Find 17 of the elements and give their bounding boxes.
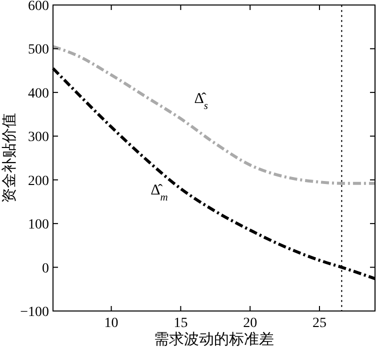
y-tick-label: 0 — [42, 261, 49, 276]
y-tick-label: 500 — [28, 42, 49, 58]
x-tick-label: 20 — [243, 316, 258, 331]
y-tick-label: −100 — [20, 305, 49, 320]
x-tick-label: 25 — [312, 316, 326, 331]
x-tick-label: 15 — [174, 316, 188, 331]
line-series — [52, 45, 376, 185]
annotation: Δ̂$_{m}$ — [150, 182, 168, 204]
x-axis-title: 需求波动的标准差 — [154, 331, 274, 347]
y-tick-label: 600 — [28, 0, 49, 14]
y-tick-label: 100 — [28, 218, 49, 233]
x-tick-label: 10 — [104, 316, 118, 331]
y-tick-label: 300 — [28, 130, 49, 146]
y-tick-label: 200 — [28, 174, 49, 189]
y-axis-title: 资金补贴价值 — [1, 113, 18, 203]
y-tick-label: 400 — [28, 86, 49, 102]
annotation: Δ̂$_{s}$ — [194, 90, 208, 112]
